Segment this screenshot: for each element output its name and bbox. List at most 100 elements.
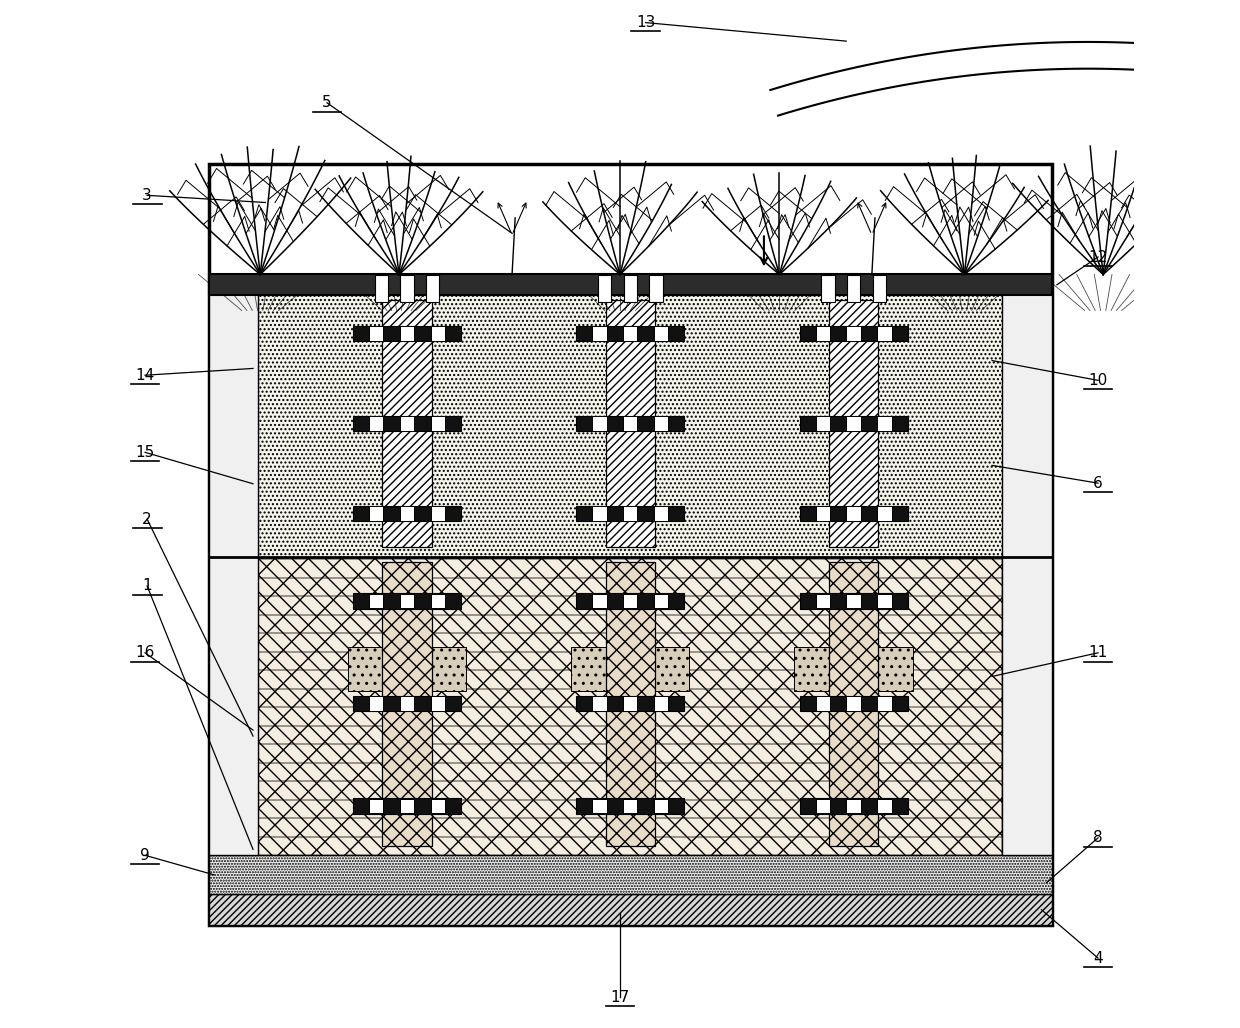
- Bar: [370, 507, 383, 521]
- Bar: [816, 327, 830, 341]
- Bar: [1002, 274, 1052, 855]
- Bar: [258, 615, 1002, 633]
- Bar: [650, 274, 662, 302]
- Text: 9: 9: [140, 848, 150, 862]
- Text: 11: 11: [1089, 646, 1107, 660]
- Bar: [572, 647, 689, 691]
- Text: 6: 6: [1094, 476, 1102, 490]
- Bar: [258, 689, 1002, 707]
- Bar: [605, 561, 655, 845]
- Bar: [258, 541, 1002, 559]
- Bar: [258, 837, 1002, 855]
- Bar: [399, 416, 414, 431]
- Bar: [258, 633, 1002, 652]
- Bar: [593, 594, 606, 609]
- Bar: [847, 594, 861, 609]
- Bar: [258, 763, 1002, 781]
- Bar: [847, 416, 861, 431]
- Bar: [593, 799, 606, 813]
- Bar: [399, 799, 414, 813]
- Bar: [430, 594, 445, 609]
- Bar: [622, 697, 637, 711]
- Bar: [622, 507, 637, 521]
- Bar: [258, 726, 1002, 744]
- Bar: [653, 594, 668, 609]
- Bar: [258, 744, 1002, 763]
- Bar: [653, 327, 668, 341]
- Bar: [624, 274, 637, 302]
- Bar: [800, 696, 908, 711]
- Text: 17: 17: [610, 990, 630, 1004]
- Bar: [370, 799, 383, 813]
- Bar: [800, 326, 908, 341]
- Bar: [816, 799, 830, 813]
- Text: 8: 8: [1094, 831, 1102, 845]
- Bar: [877, 799, 892, 813]
- Bar: [800, 506, 908, 521]
- Bar: [258, 652, 1002, 670]
- Bar: [622, 327, 637, 341]
- Bar: [430, 327, 445, 341]
- Bar: [800, 415, 908, 432]
- Bar: [873, 274, 885, 302]
- Bar: [795, 647, 913, 691]
- Bar: [258, 781, 1002, 800]
- Bar: [208, 894, 1052, 925]
- Bar: [399, 697, 414, 711]
- Text: 15: 15: [135, 445, 155, 460]
- Polygon shape: [770, 42, 1140, 115]
- Text: 2: 2: [143, 512, 153, 526]
- Bar: [593, 327, 606, 341]
- Bar: [370, 594, 383, 609]
- Bar: [382, 561, 432, 845]
- Text: 16: 16: [135, 646, 155, 660]
- Bar: [370, 697, 383, 711]
- Bar: [577, 799, 684, 814]
- Bar: [828, 300, 878, 547]
- Bar: [622, 416, 637, 431]
- Bar: [353, 415, 461, 432]
- Bar: [208, 274, 258, 855]
- Bar: [877, 327, 892, 341]
- Bar: [347, 647, 466, 691]
- Bar: [577, 696, 684, 711]
- Bar: [653, 799, 668, 813]
- Bar: [847, 799, 861, 813]
- Bar: [816, 416, 830, 431]
- Bar: [821, 274, 835, 302]
- Bar: [653, 697, 668, 711]
- Bar: [877, 416, 892, 431]
- Bar: [653, 507, 668, 521]
- Text: 1: 1: [143, 579, 153, 593]
- Bar: [399, 507, 414, 521]
- Bar: [847, 274, 861, 302]
- Text: 14: 14: [135, 368, 155, 382]
- Bar: [208, 274, 1052, 295]
- Bar: [258, 295, 1002, 557]
- Bar: [847, 507, 861, 521]
- Bar: [353, 593, 461, 609]
- Bar: [622, 799, 637, 813]
- Bar: [598, 274, 611, 302]
- Bar: [828, 561, 878, 845]
- Bar: [800, 593, 908, 609]
- Text: 12: 12: [1089, 250, 1107, 264]
- Bar: [370, 327, 383, 341]
- Bar: [399, 594, 414, 609]
- Bar: [816, 507, 830, 521]
- Bar: [370, 416, 383, 431]
- Bar: [800, 799, 908, 814]
- Bar: [622, 594, 637, 609]
- Bar: [401, 274, 414, 302]
- Bar: [353, 326, 461, 341]
- Bar: [877, 507, 892, 521]
- Bar: [258, 557, 1002, 855]
- Bar: [208, 855, 1052, 894]
- Text: 4: 4: [1094, 951, 1102, 965]
- Bar: [430, 697, 445, 711]
- Bar: [577, 326, 684, 341]
- Bar: [258, 707, 1002, 726]
- Bar: [208, 164, 1052, 925]
- Bar: [430, 799, 445, 813]
- Bar: [353, 506, 461, 521]
